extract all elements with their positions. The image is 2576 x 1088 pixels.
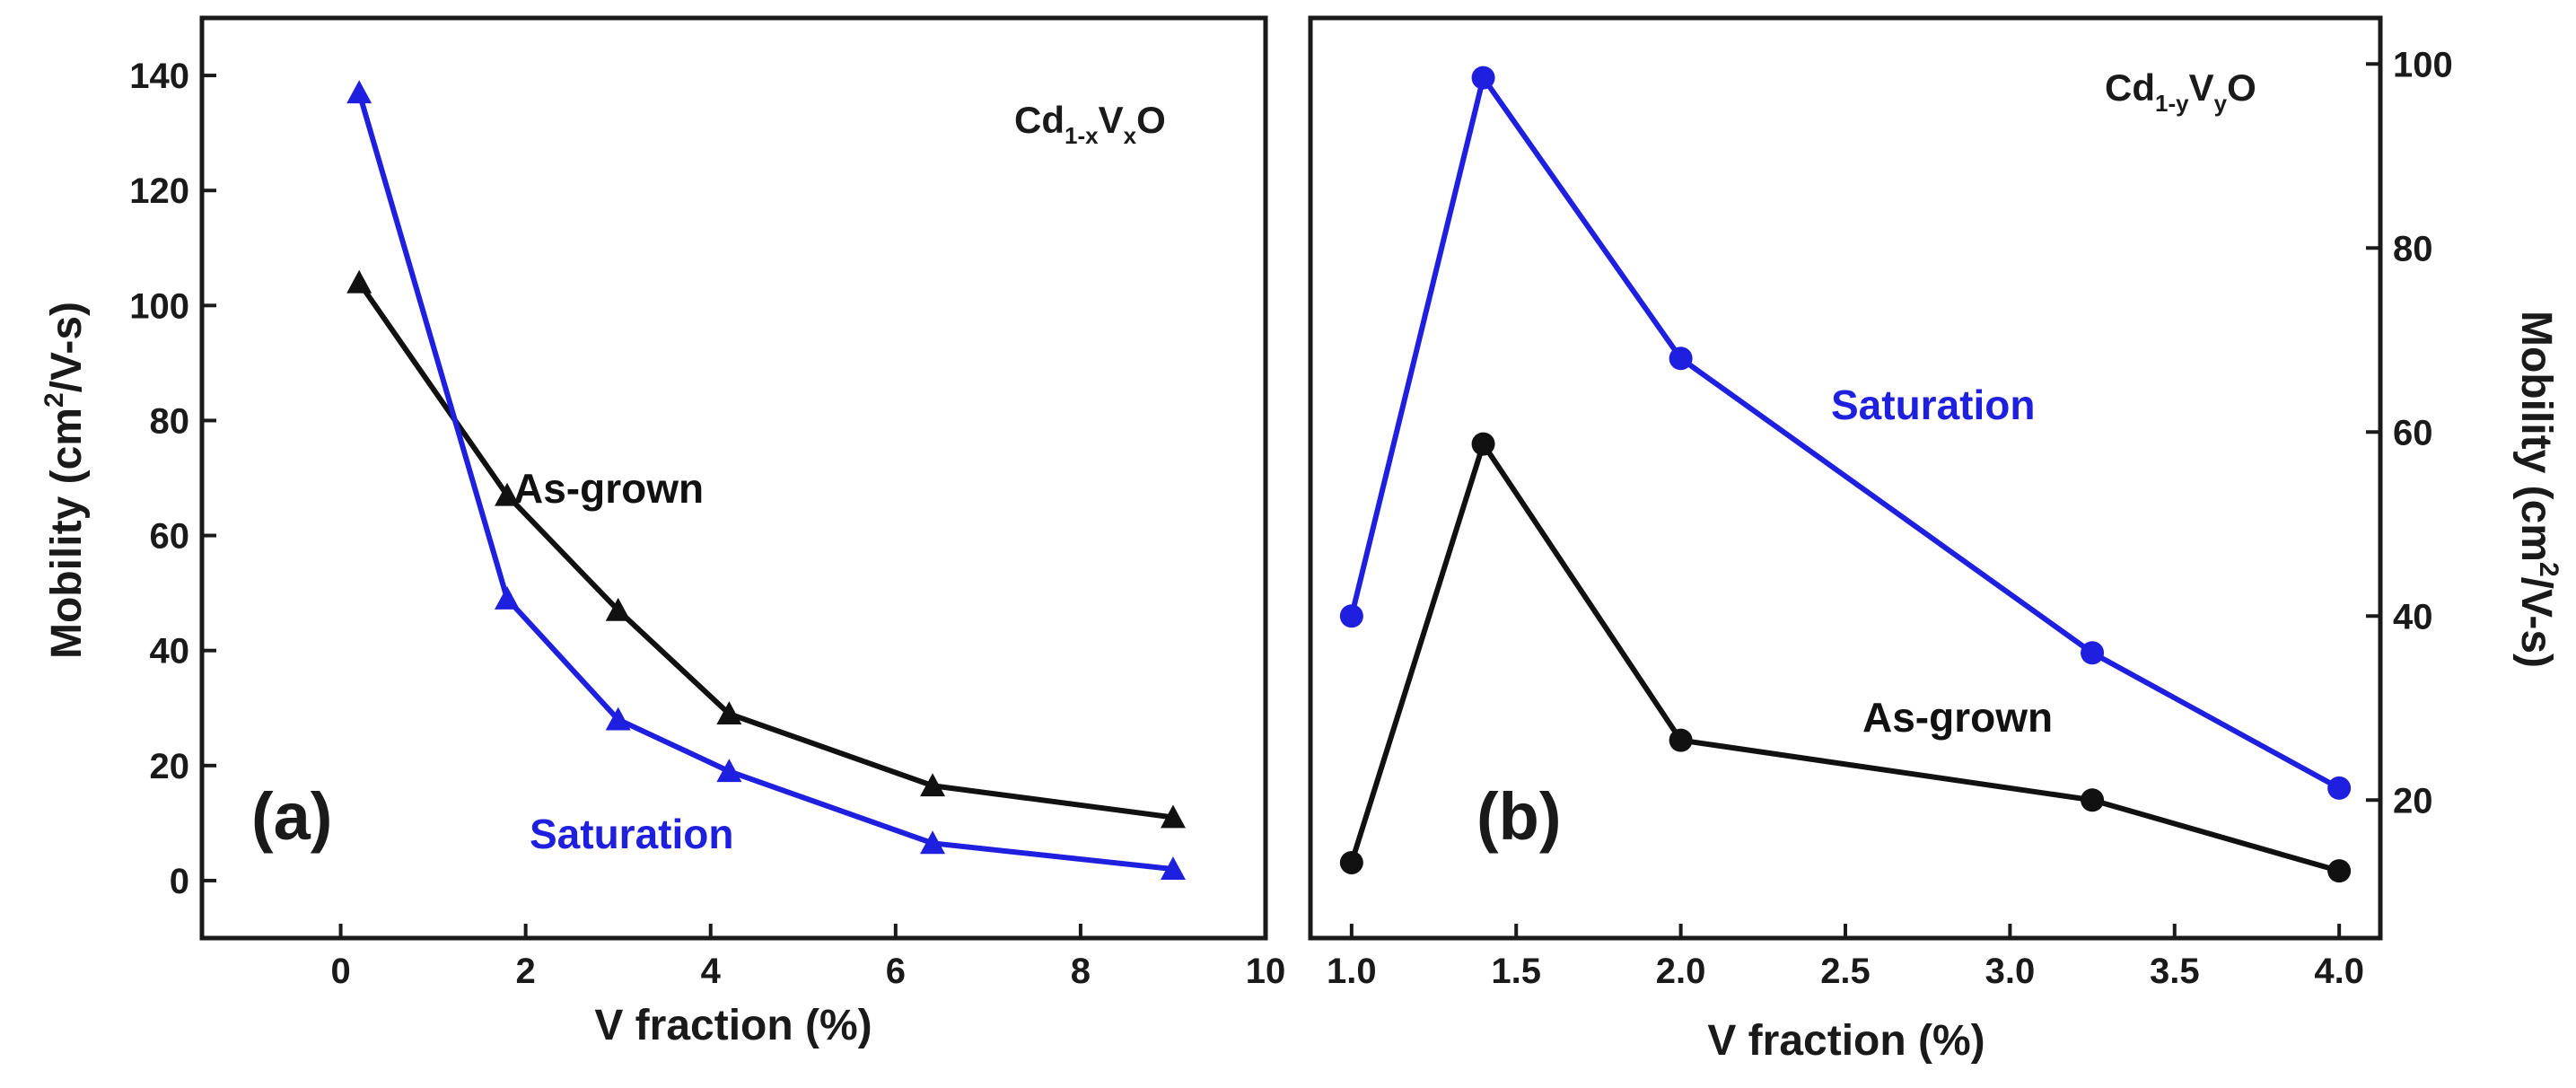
- panel-b-x-tick-label: 4.0: [2314, 952, 2364, 991]
- panel-b-y-tick-label: 80: [2393, 229, 2433, 268]
- panel-a-x-axis-label: V fraction (%): [594, 1002, 872, 1049]
- panel-a-y-tick-label: 0: [170, 862, 189, 901]
- panel-b-formula: Cd1-yVyO: [2105, 66, 2256, 117]
- panel-a-data-point-saturation: [716, 759, 742, 783]
- panel-b-ylabel-tail: /V-s): [2512, 577, 2560, 668]
- panel-b-x-tick-label: 1.5: [1491, 952, 1541, 991]
- formula-b-cd: Cd: [2105, 66, 2155, 109]
- panel-a-x-tick-label: 8: [1071, 952, 1091, 991]
- panel-a-plot-frame: [199, 15, 1268, 941]
- panel-b-ylabel-sup: 2: [2534, 562, 2563, 577]
- panel-a-data-point-saturation: [1160, 856, 1186, 881]
- panel-b-x-tick-label: 3.0: [1985, 952, 2036, 991]
- panel-b-data-point-saturation: [2327, 776, 2352, 800]
- panel-a-data-point-as-grown: [346, 269, 372, 294]
- panel-a-series-line-as-grown: [356, 280, 1174, 820]
- panel-b-data-point-saturation: [1669, 347, 1693, 371]
- panel-b-y-axis-label: Mobility (cm2/V-s): [2512, 311, 2563, 668]
- panel-a-annotation-as-grown: As-grown: [513, 465, 704, 512]
- panel-b-data-point-saturation: [1339, 604, 1363, 628]
- panel-b-data-point-as-grown: [2327, 859, 2352, 883]
- panel-b-data-point-as-grown: [1471, 432, 1495, 456]
- panel-a-data-point-as-grown: [495, 482, 521, 506]
- formula-b-o: O: [2227, 66, 2256, 109]
- panel-a-data: [346, 80, 1186, 881]
- panel-b-data-point-as-grown: [1669, 728, 1693, 752]
- panel-a-label: (a): [251, 779, 332, 854]
- panel-b-x-tick-label: 2.5: [1820, 952, 1871, 991]
- panel-a-x-tick-label: 4: [701, 952, 722, 991]
- panel-a-y-tick-label: 140: [129, 57, 189, 96]
- formula-a-sub1: 1-x: [1065, 122, 1099, 149]
- formula-b-sub2: y: [2214, 90, 2228, 117]
- formula-b-v: V: [2189, 66, 2214, 109]
- panel-a-data-point-as-grown: [716, 701, 742, 725]
- formula-a-v: V: [1099, 99, 1124, 141]
- panel-a-y-axis-label: Mobility (cm2/V-s): [39, 302, 91, 659]
- panel-b-y-tick-label: 20: [2393, 781, 2433, 820]
- panel-b-y-tick-label: 40: [2393, 597, 2433, 636]
- panel-a-x-tick-label: 2: [516, 952, 536, 991]
- panel-b-x-tick-label: 1.0: [1327, 952, 1377, 991]
- panel-b-ylabel-main: Mobility (cm: [2512, 311, 2560, 562]
- panel-a-y-tick-label: 20: [150, 747, 190, 786]
- panel-b-x-axis-label: V fraction (%): [1707, 1017, 1985, 1065]
- panel-b-annotation-as-grown: As-grown: [1862, 694, 2053, 741]
- panel-b-ticks: 1.0 1.5 2.0 2.5 3.0 3.5 4.0 20 40 60 80 100: [1327, 45, 2453, 991]
- panel-a-x-tick-label: 10: [1246, 952, 1286, 991]
- panel-b-data-point-saturation: [1471, 66, 1495, 90]
- panel-b-annotation-saturation: Saturation: [1831, 382, 2035, 428]
- panel-a-data-point-as-grown: [920, 773, 946, 797]
- panel-a-x-tick-label: 0: [330, 952, 350, 991]
- panel-a-formula: Cd1-xVxO: [1014, 99, 1166, 149]
- panel-a-ylabel-main: Mobility (cm: [43, 408, 91, 659]
- panel-a-y-tick-label: 120: [129, 171, 189, 211]
- panel-a-annotation-saturation: Saturation: [530, 811, 733, 857]
- formula-b-sub1: 1-y: [2155, 90, 2189, 117]
- panel-a-y-tick-label: 40: [150, 632, 190, 671]
- panel-a-y-tick-label: 60: [150, 517, 190, 557]
- formula-a-o: O: [1136, 99, 1166, 141]
- panel-b-x-tick-label: 3.5: [2150, 952, 2200, 991]
- panel-b-y-tick-label: 100: [2393, 45, 2453, 84]
- panel-a-x-tick-label: 6: [886, 952, 906, 991]
- panel-b-label: (b): [1476, 779, 1562, 854]
- panel-b-data-point-saturation: [2081, 641, 2105, 665]
- panel-a-ylabel-sup: 2: [39, 392, 69, 408]
- panel-b-series-line-saturation: [1348, 75, 2341, 791]
- panel-a-data-point-as-grown: [1160, 804, 1186, 829]
- panel-a-data-point-saturation: [605, 706, 631, 731]
- panel-b-data: [1339, 66, 2352, 883]
- panel-a-data-point-saturation: [346, 80, 372, 104]
- panel-a-data-point-saturation: [495, 586, 521, 610]
- panel-a-data-point-as-grown: [605, 597, 631, 621]
- panel-a-series-line-saturation: [356, 92, 1174, 873]
- panel-b-chart: 1.0 1.5 2.0 2.5 3.0 3.5 4.0 20 40 60 80 100 (b) Cd1…: [1308, 15, 2563, 1065]
- panel-b-data-point-as-grown: [2081, 788, 2105, 812]
- formula-a-cd: Cd: [1014, 99, 1065, 141]
- panel-b-data-point-as-grown: [1339, 850, 1363, 874]
- panel-a-y-tick-label: 80: [150, 401, 190, 441]
- panel-b-x-tick-label: 2.0: [1656, 952, 1706, 991]
- panel-a-ylabel-tail: /V-s): [43, 302, 91, 392]
- panel-a-data-point-saturation: [920, 830, 946, 855]
- panel-b-y-tick-label: 60: [2393, 413, 2433, 452]
- formula-a-sub2: x: [1124, 122, 1137, 149]
- panel-a-y-tick-label: 100: [129, 286, 189, 326]
